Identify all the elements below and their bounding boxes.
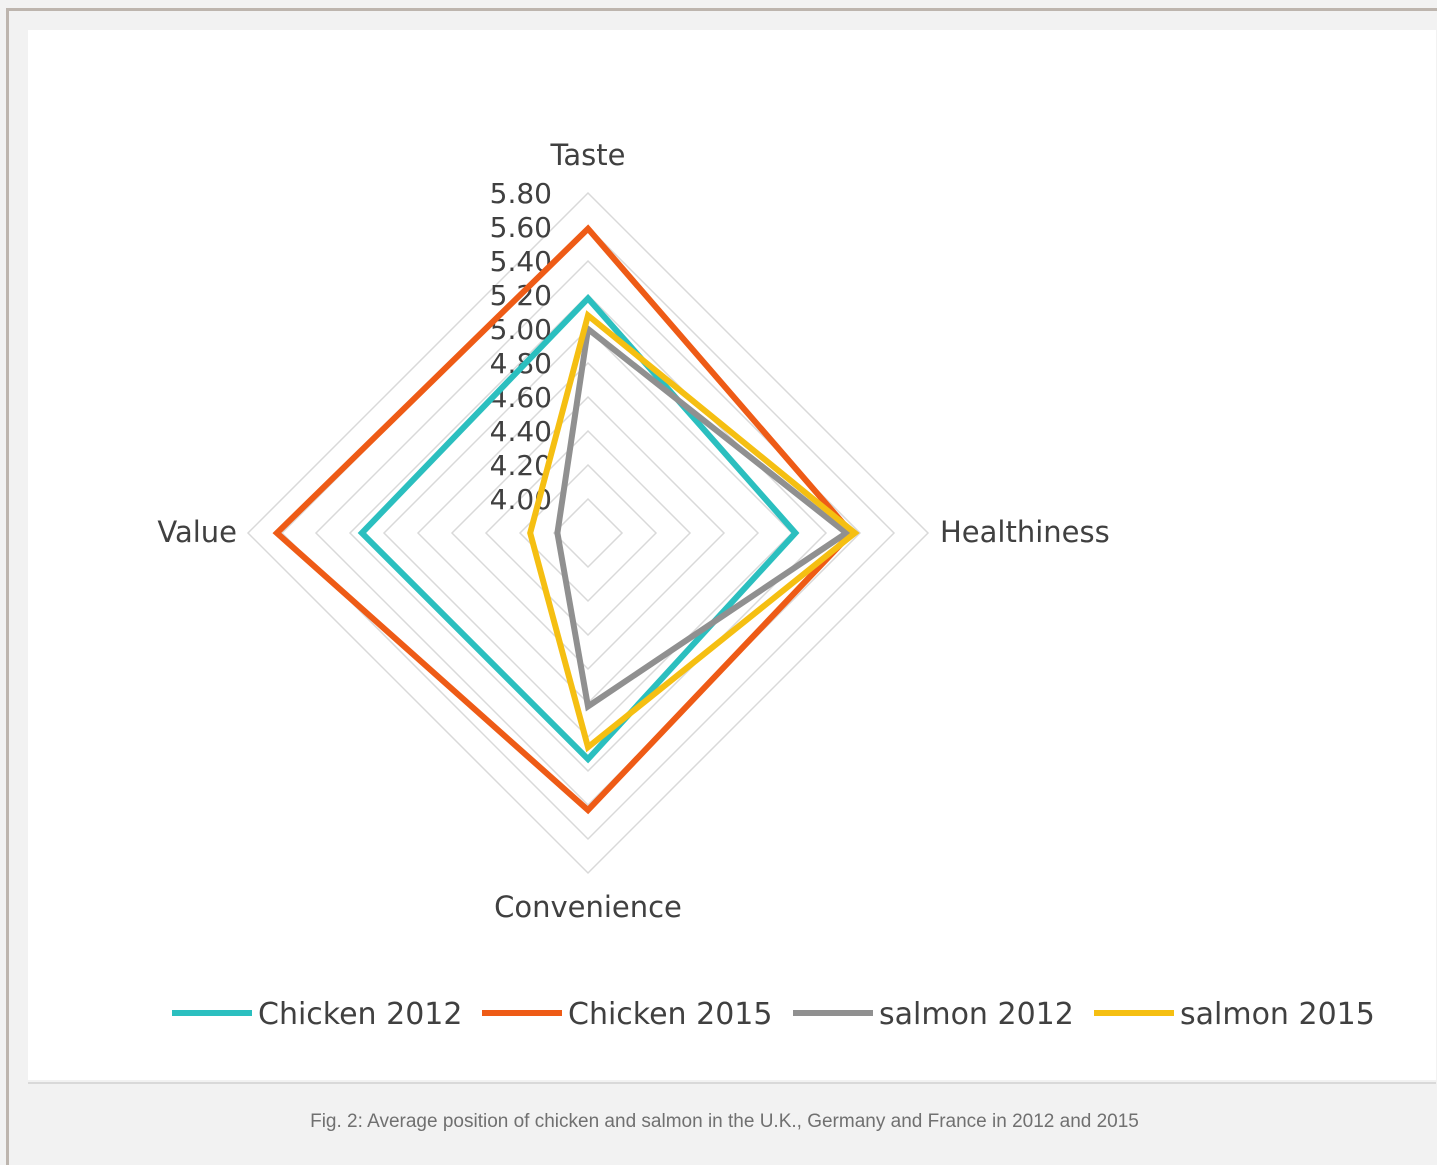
tick-label: 4.80	[490, 347, 552, 380]
radar-series	[272, 224, 860, 815]
chart-panel	[28, 30, 1436, 1080]
legend: Chicken 2012 Chicken 2015 salmon 2012 salmo…	[172, 997, 1375, 1032]
grid-ring	[246, 191, 930, 875]
legend-label: Chicken 2012	[258, 997, 462, 1032]
grid-ring	[552, 497, 624, 569]
figure-caption: Fig. 2: Average position of chicken and …	[310, 1111, 1139, 1132]
figure-frame: Fig. 2: Average position of chicken and …	[6, 8, 1437, 1165]
axis-label-healthiness: Healthiness	[940, 515, 1110, 549]
grid-ring	[484, 429, 692, 637]
legend-label: Chicken 2015	[568, 997, 772, 1032]
tick-label: 4.60	[490, 381, 552, 414]
grid-ring	[450, 395, 726, 671]
tick-label: 5.80	[490, 177, 552, 210]
grid-ring	[518, 463, 658, 603]
radar-tick-labels: 5.805.605.405.205.004.804.604.404.204.00	[490, 177, 552, 516]
tick-label: 4.40	[490, 415, 552, 448]
axis-label-value: Value	[157, 515, 237, 549]
legend-label: salmon 2012	[879, 997, 1074, 1032]
tick-label: 4.20	[490, 449, 552, 482]
series-line-salmon-2012	[554, 323, 852, 712]
radar-axis-labels: Taste Healthiness Convenience Value	[157, 138, 1109, 924]
series-line-chicken-2015	[272, 224, 856, 815]
axis-label-taste: Taste	[549, 138, 625, 172]
axis-label-convenience: Convenience	[494, 890, 682, 924]
legend-label: salmon 2015	[1180, 997, 1375, 1032]
caption-divider	[28, 1082, 1436, 1084]
series-line-salmon-2015	[527, 310, 860, 753]
series-line-chicken-2012	[357, 293, 800, 764]
tick-label: 5.60	[490, 211, 552, 244]
